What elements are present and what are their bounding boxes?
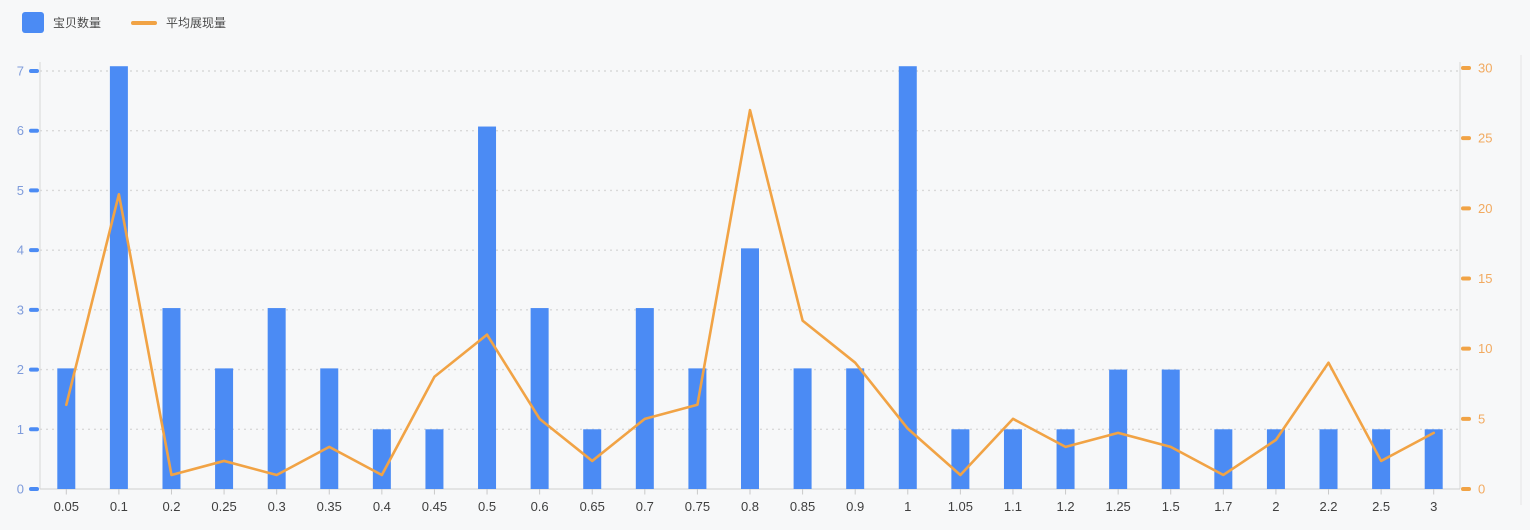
legend-item-line-series[interactable]: 平均展现量 xyxy=(131,14,226,31)
right-axis-label: 25 xyxy=(1478,131,1492,146)
line-series-swatch-icon xyxy=(131,20,158,25)
line-series-path[interactable] xyxy=(64,108,1436,477)
right-axis-label: 0 xyxy=(1478,482,1485,497)
x-axis-label: 2.5 xyxy=(1372,499,1390,514)
x-axis-label: 0.9 xyxy=(846,499,864,514)
bar-1.5[interactable] xyxy=(1161,369,1180,489)
bar-0.3[interactable] xyxy=(267,308,286,489)
x-axis-label: 1.1 xyxy=(1004,499,1022,514)
x-axis-label: 0.8 xyxy=(741,499,759,514)
x-axis-label: 0.05 xyxy=(54,499,79,514)
x-axis-label: 1 xyxy=(904,499,911,514)
bar-1.7[interactable] xyxy=(1214,429,1233,489)
left-axis-tick xyxy=(29,128,39,133)
left-axis-tick xyxy=(29,248,39,253)
bar-0.5[interactable] xyxy=(478,126,497,489)
x-axis-label: 0.35 xyxy=(317,499,342,514)
x-axis-label: 0.3 xyxy=(268,499,286,514)
bar-0.25[interactable] xyxy=(215,368,234,489)
x-axis-label: 1.25 xyxy=(1105,499,1130,514)
x-axis-label: 0.2 xyxy=(162,499,180,514)
bar-0.8[interactable] xyxy=(741,248,759,489)
right-axis-tick xyxy=(1461,416,1471,421)
bar-0.75[interactable] xyxy=(688,368,707,489)
bar-0.85[interactable] xyxy=(793,368,812,489)
x-axis-label: 1.7 xyxy=(1214,499,1232,514)
bar-0.7[interactable] xyxy=(635,308,654,489)
x-axis-label: 1.2 xyxy=(1057,499,1075,514)
bar-0.1[interactable] xyxy=(109,66,128,490)
legend-item-bar-series[interactable]: 宝贝数量 xyxy=(22,12,101,33)
x-axis-label: 1.5 xyxy=(1162,499,1180,514)
bar-3[interactable] xyxy=(1424,429,1443,489)
left-axis-tick xyxy=(29,487,39,491)
bar-1.05[interactable] xyxy=(951,429,970,489)
right-axis-tick xyxy=(1461,136,1471,141)
line-series-label: 平均展现量 xyxy=(166,16,227,30)
right-axis-label: 20 xyxy=(1478,201,1492,216)
x-axis-label: 0.7 xyxy=(636,499,654,514)
bar-1[interactable] xyxy=(898,66,917,490)
bar-2.2[interactable] xyxy=(1319,429,1338,489)
left-axis-tick xyxy=(29,427,39,432)
right-axis-tick xyxy=(1461,487,1471,491)
legend: 宝贝数量 平均展现量 xyxy=(22,12,226,33)
bar-0.35[interactable] xyxy=(320,368,339,489)
left-axis-tick xyxy=(29,367,39,372)
left-axis-label: 6 xyxy=(17,123,24,138)
left-axis-label: 0 xyxy=(17,482,24,497)
right-axis-label: 5 xyxy=(1478,411,1485,426)
left-axis-label: 2 xyxy=(17,362,24,377)
x-axis-label: 0.6 xyxy=(531,499,549,514)
x-axis-label: 3 xyxy=(1430,499,1437,514)
bar-series-label: 宝贝数量 xyxy=(53,16,102,30)
left-axis-label: 1 xyxy=(17,422,24,437)
bar-0.2[interactable] xyxy=(162,308,181,489)
bar-0.6[interactable] xyxy=(530,308,549,489)
left-axis-tick xyxy=(29,188,39,193)
right-axis-label: 30 xyxy=(1478,61,1492,76)
bar-1.1[interactable] xyxy=(1003,429,1022,489)
right-axis-label: 15 xyxy=(1478,271,1492,286)
right-axis-label: 10 xyxy=(1478,341,1492,356)
right-axis-tick xyxy=(1461,66,1471,70)
x-axis-label: 0.1 xyxy=(110,499,128,514)
x-axis-label: 1.05 xyxy=(948,499,973,514)
x-axis-label: 0.65 xyxy=(580,499,605,514)
bar-0.05[interactable] xyxy=(57,368,76,489)
bar-0.4[interactable] xyxy=(372,429,391,489)
bar-series-swatch-icon xyxy=(22,12,44,33)
left-axis-label: 3 xyxy=(17,302,24,317)
right-axis-tick xyxy=(1461,276,1471,281)
bar-1.25[interactable] xyxy=(1109,369,1128,489)
x-axis-label: 0.75 xyxy=(685,499,710,514)
left-axis-label: 5 xyxy=(17,183,24,198)
x-axis-label: 0.25 xyxy=(211,499,236,514)
bar-0.65[interactable] xyxy=(583,429,602,489)
x-axis-label: 2 xyxy=(1272,499,1279,514)
x-axis-label: 2.2 xyxy=(1319,499,1337,514)
right-axis-tick xyxy=(1461,346,1471,351)
left-axis-label: 7 xyxy=(17,64,24,79)
bar-0.45[interactable] xyxy=(425,429,444,489)
x-axis-label: 0.4 xyxy=(373,499,391,514)
left-axis-tick xyxy=(29,69,39,73)
right-axis-tick xyxy=(1461,206,1471,211)
x-axis-label: 0.85 xyxy=(790,499,815,514)
left-axis-tick xyxy=(29,307,39,312)
x-axis-label: 0.45 xyxy=(422,499,447,514)
bar-0.9[interactable] xyxy=(846,368,865,489)
left-axis-label: 4 xyxy=(17,243,24,258)
x-axis-label: 0.5 xyxy=(478,499,496,514)
bar-1.2[interactable] xyxy=(1056,429,1075,489)
